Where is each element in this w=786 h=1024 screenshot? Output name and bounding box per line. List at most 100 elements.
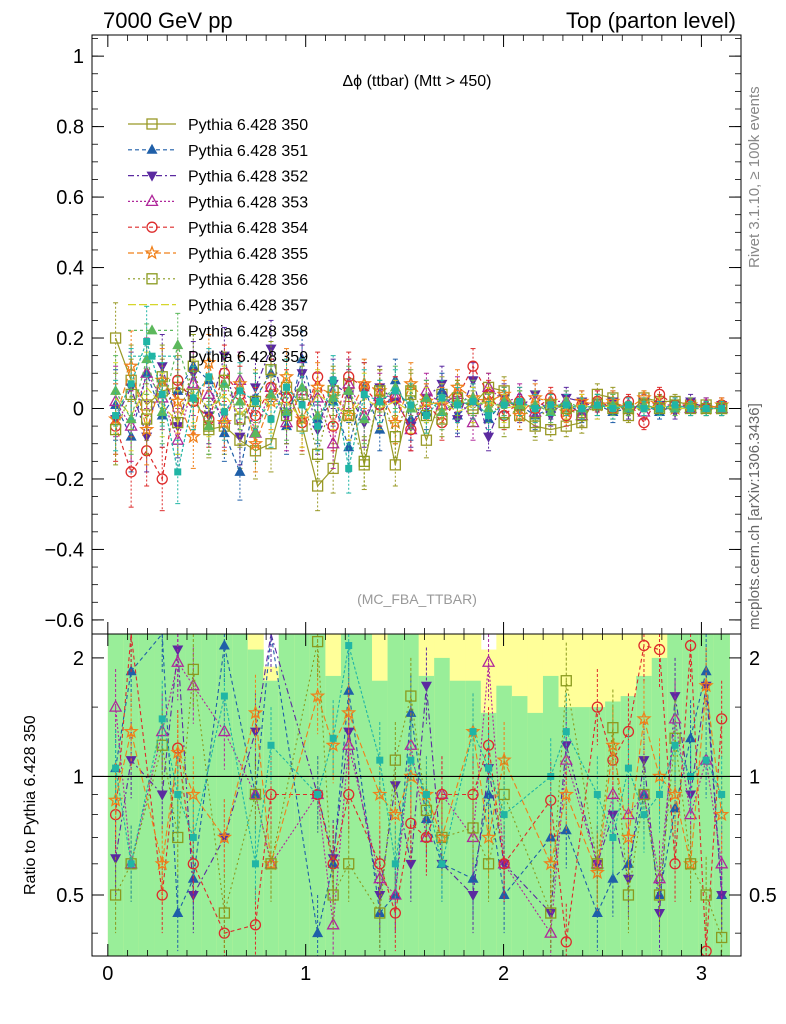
data-point [498, 416, 510, 429]
data-point [420, 391, 432, 402]
ratio-point [158, 715, 166, 723]
ratio-inner-band-bin [574, 707, 591, 956]
data-point [687, 404, 695, 412]
ratio-point [376, 756, 384, 764]
x-tick-label: 0 [102, 963, 113, 985]
ratio-y-tick-label: 2 [73, 648, 84, 670]
plot-title: Δϕ (ttbar) (Mtt > 450) [342, 73, 491, 90]
ratio-inner-band-bin [496, 685, 513, 956]
ratio-point [545, 907, 557, 919]
ratio-point [638, 788, 650, 801]
legend-marker [146, 221, 158, 233]
data-point [329, 376, 337, 384]
data-point [314, 422, 322, 430]
data-point [624, 401, 632, 409]
ratio-point [217, 724, 231, 737]
ratio-inner-band-bin [123, 634, 140, 956]
x-tick-label: 2 [498, 963, 509, 985]
ratio-y-tick-label-right: 0.5 [749, 885, 777, 907]
ratio-series-line [115, 634, 723, 952]
ratio-inner-band-bin [216, 634, 233, 956]
ratio-point [374, 858, 386, 870]
ratio-point [405, 690, 417, 702]
data-point [205, 373, 213, 381]
axes-group: −0.6 −0.4 −0.2 0 0.2 0.4 0.6 0.8 1 0 1 2 3 0.5 0.5 1 1 2 2 [45, 34, 777, 985]
ratio-point [653, 889, 666, 901]
data-point [531, 404, 539, 412]
ratio-point [667, 786, 683, 802]
main-series-group [107, 302, 730, 512]
legend-marker [144, 244, 160, 260]
data-point [127, 380, 135, 388]
ratio-point [609, 833, 617, 841]
ratio-series-line [115, 634, 723, 915]
legend-marker [146, 143, 158, 154]
ratio-point [542, 855, 559, 871]
y-tick-label: 0.4 [56, 258, 84, 280]
series-line [115, 339, 722, 473]
y-tick-label: −0.2 [45, 469, 84, 491]
data-point [172, 339, 184, 350]
ratio-point [420, 681, 432, 692]
x-tick-label: 3 [696, 963, 707, 985]
ratio-y-tick-label-right: 1 [749, 766, 760, 788]
data-point [249, 427, 261, 438]
ratio-point [684, 858, 697, 870]
data-point [234, 465, 246, 476]
data-point [389, 459, 401, 471]
legend-marker [145, 194, 159, 207]
legend-label: Pythia 6.428 353 [188, 194, 308, 211]
ratio-point [420, 804, 433, 817]
ratio-point [467, 890, 479, 901]
ratio-point [387, 806, 403, 822]
legend-marker [146, 273, 158, 285]
legend-marker [148, 352, 156, 360]
data-point [203, 420, 215, 431]
data-point [189, 394, 197, 402]
ratio-point [156, 790, 168, 801]
data-point [389, 431, 401, 443]
ratio-point [469, 728, 477, 736]
ratio-point [265, 788, 277, 801]
y-tick-label: −0.4 [45, 539, 84, 561]
header-left: 7000 GeV pp [103, 8, 233, 33]
legend-label: Pythia 6.428 359 [188, 349, 308, 366]
ratio-y-tick-label-right: 2 [749, 648, 760, 670]
data-point [593, 401, 601, 409]
ratio-point [485, 764, 493, 772]
ratio-inner-band-bin [294, 634, 311, 956]
ratio-point [716, 931, 728, 944]
data-point [483, 402, 495, 413]
ratio-point [311, 635, 324, 648]
data-point [185, 428, 201, 444]
data-point [265, 388, 277, 399]
data-point [436, 406, 448, 417]
ratio-point [265, 858, 277, 870]
ratio-point [669, 858, 681, 870]
ratio-point [607, 872, 619, 883]
ratio-point [327, 889, 339, 901]
y-tick-label: 1 [73, 46, 84, 68]
ratio-point [405, 817, 417, 830]
ratio-point [218, 927, 231, 939]
ratio-point [591, 907, 603, 918]
ratio-point [189, 833, 197, 841]
ratio-point [218, 639, 230, 650]
data-point [512, 407, 528, 423]
header-right: Top (parton level) [566, 8, 736, 33]
ratio-plot-frame [91, 633, 742, 957]
ratio-point [112, 764, 120, 772]
legend-marker [146, 118, 158, 130]
ratio-point [218, 907, 231, 919]
ratio-point [187, 663, 199, 676]
ratio-y-tick-label: 0.5 [56, 885, 84, 907]
series-line [115, 346, 722, 440]
y-tick-label: 0 [73, 398, 84, 420]
ratio-point [249, 919, 262, 931]
ratio-point [620, 829, 637, 845]
ratio-point [591, 701, 603, 713]
ratio-point [605, 737, 621, 752]
data-point [251, 397, 259, 405]
ratio-point [483, 788, 495, 799]
